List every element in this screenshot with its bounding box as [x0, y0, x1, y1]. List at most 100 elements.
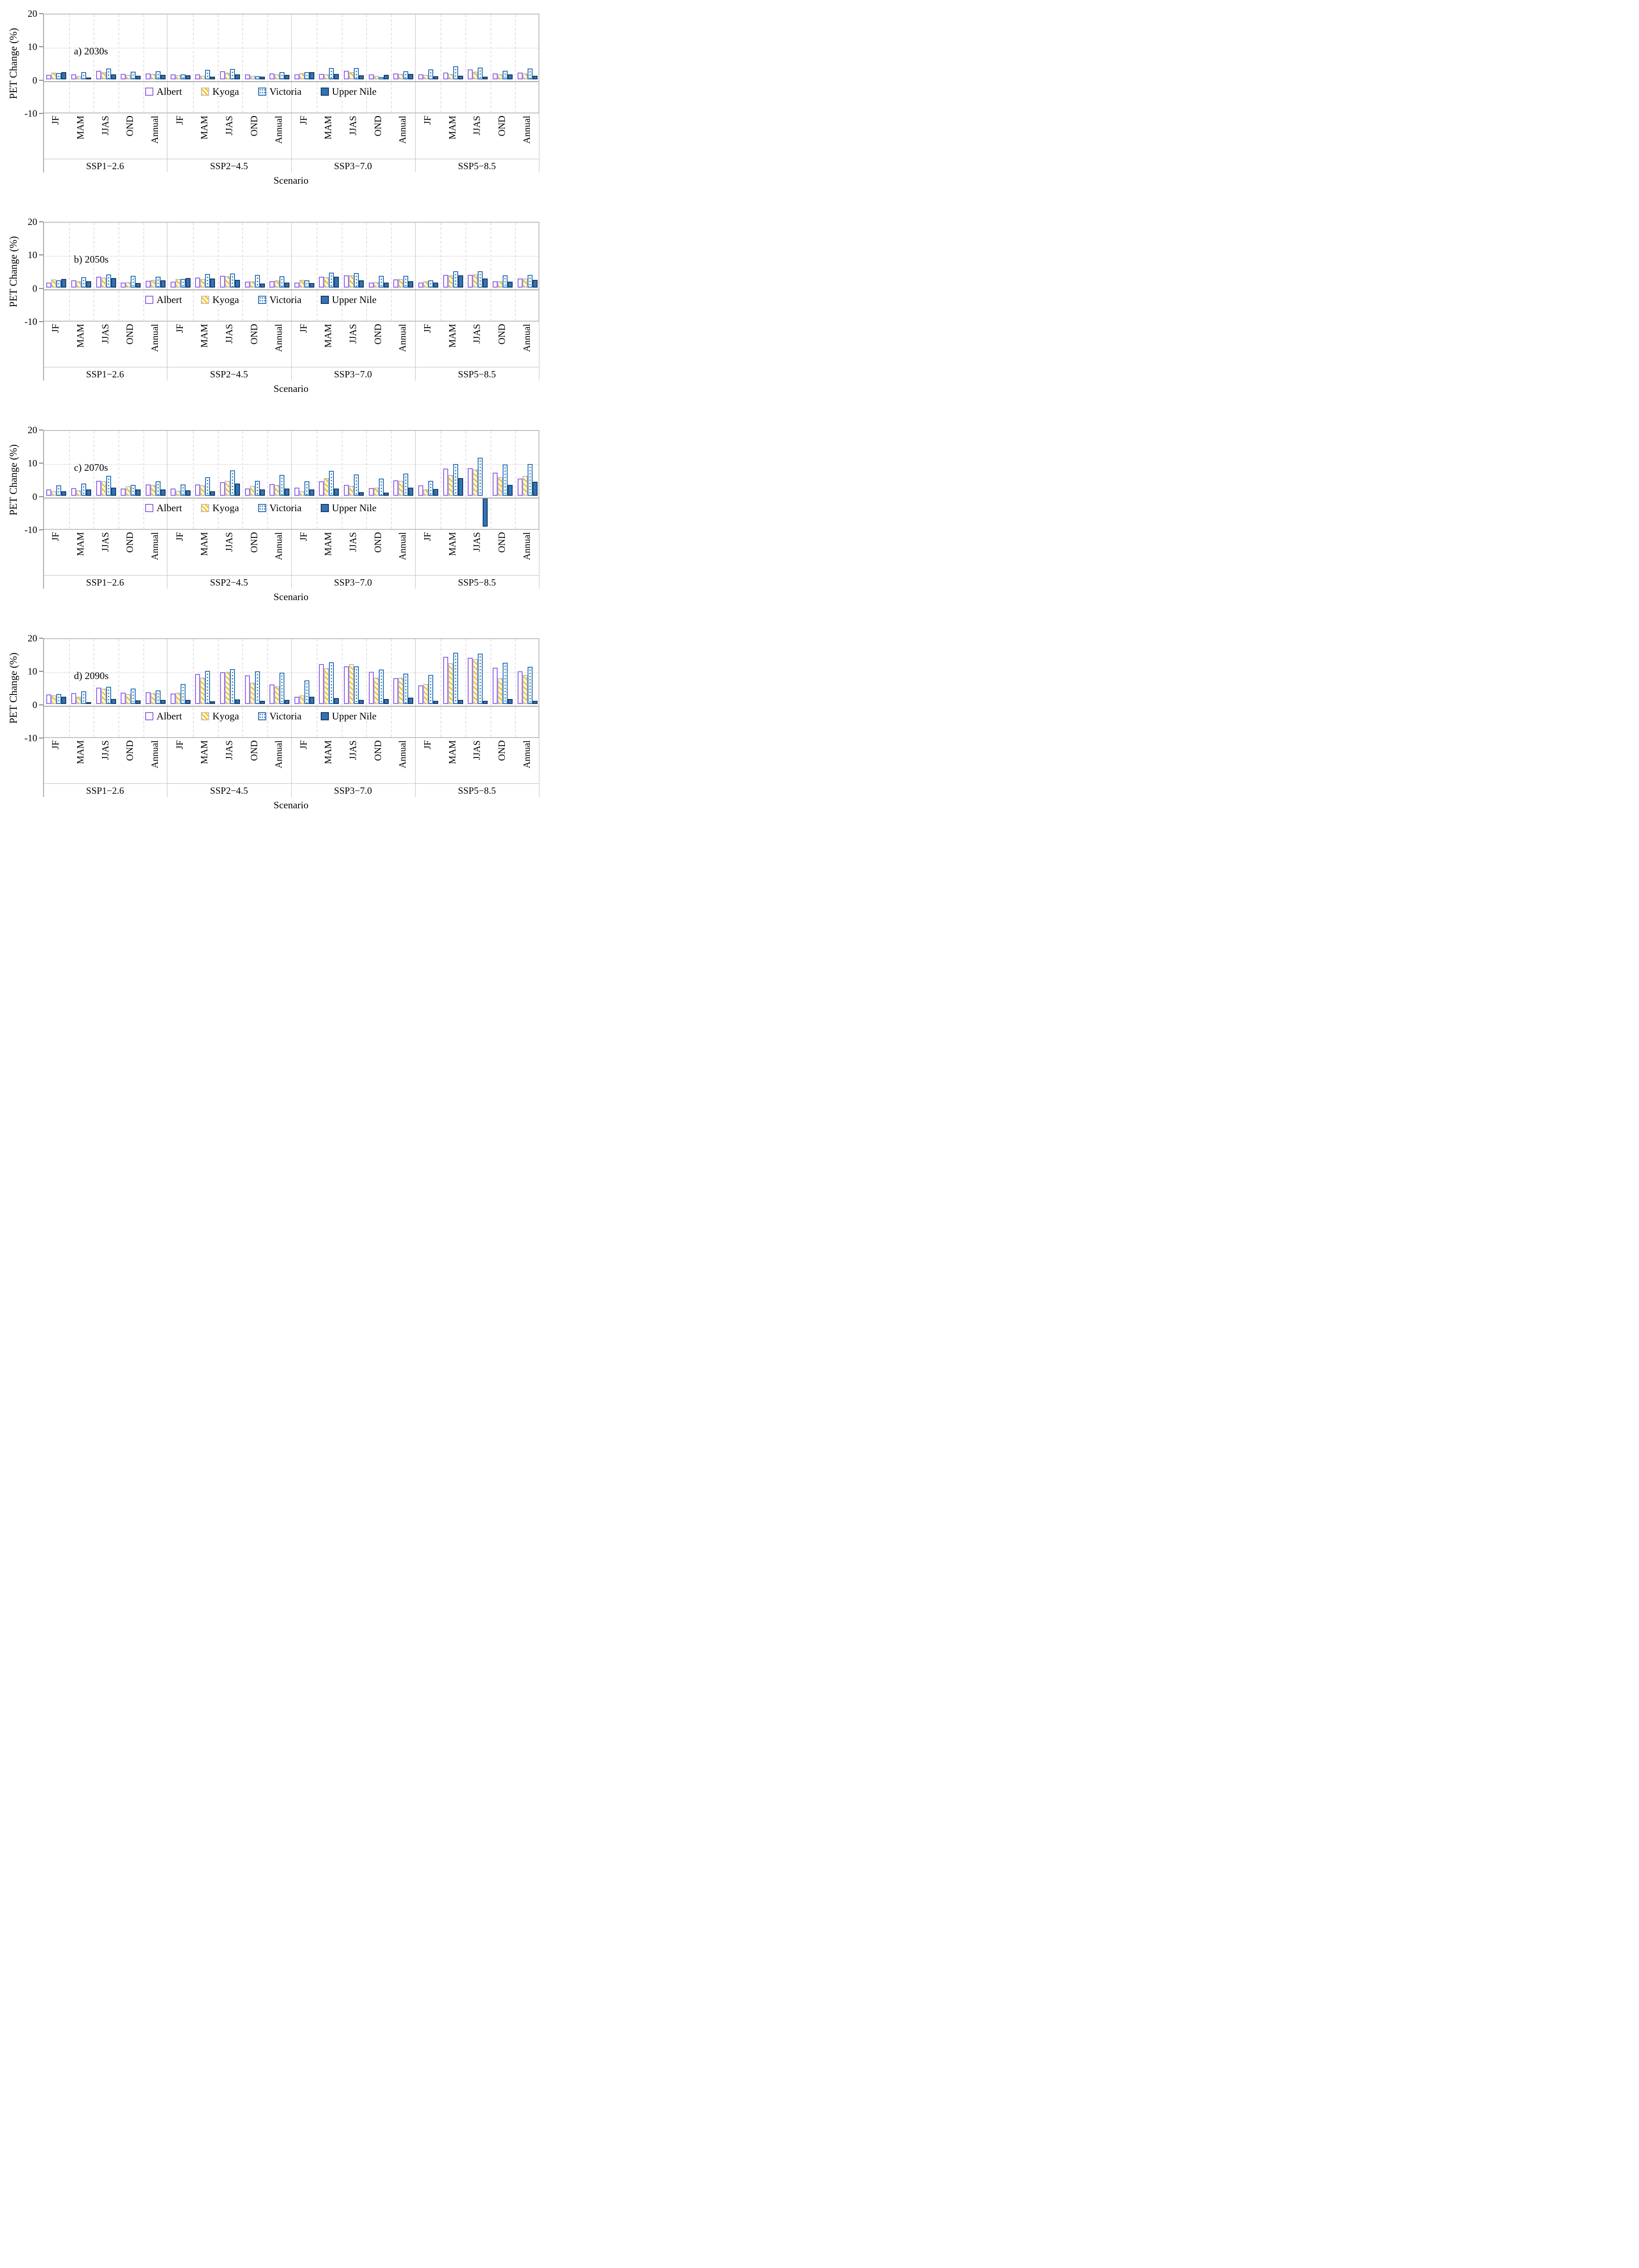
bar-kyoga — [101, 481, 106, 496]
bar-albert — [245, 675, 250, 704]
bar-kyoga — [175, 75, 181, 79]
group-gridline — [68, 223, 70, 321]
bar-uppernile — [111, 74, 116, 79]
legend-label: Victoria — [269, 710, 302, 722]
bar-uppernile — [160, 280, 166, 288]
y-tick-mark — [39, 113, 43, 114]
bar-uppernile — [185, 75, 191, 79]
bar-albert — [294, 696, 299, 704]
bar-kyoga — [522, 73, 528, 79]
bar-uppernile — [160, 75, 166, 79]
season-tick-label: MAM — [323, 116, 334, 140]
group-gridline — [366, 431, 367, 529]
legend-item-victoria: Victoria — [258, 502, 302, 514]
group-gridline — [391, 223, 392, 321]
season-tick-label: JF — [174, 740, 185, 749]
season-tick-label: Annual — [149, 532, 160, 560]
season-tick-label: JJAS — [347, 532, 359, 552]
season-tick-label: JJAS — [347, 116, 359, 136]
season-tick-label: MAM — [323, 532, 334, 556]
season-tick-label: JJAS — [347, 740, 359, 760]
bar-kyoga — [274, 485, 280, 496]
season-tick-label: OND — [124, 532, 136, 553]
group-gridline — [465, 639, 467, 737]
legend-item-victoria: Victoria — [258, 710, 302, 722]
bar-victoria — [81, 484, 86, 496]
group-gridline — [465, 15, 467, 112]
bar-victoria — [254, 481, 260, 496]
bar-uppernile — [309, 489, 314, 496]
bar-victoria — [403, 473, 409, 496]
bar-kyoga — [349, 72, 354, 79]
bar-albert — [344, 485, 349, 496]
uppernile-swatch-icon — [320, 503, 329, 512]
bar-albert — [195, 674, 201, 704]
group-gridline — [366, 639, 367, 737]
bar-uppernile — [334, 73, 339, 79]
bar-victoria — [205, 671, 210, 704]
legend-label: Albert — [157, 85, 182, 97]
victoria-swatch-icon — [258, 87, 266, 96]
bar-kyoga — [473, 71, 478, 79]
scenario-group-label: SSP1−2.6 — [86, 785, 124, 796]
bar-kyoga — [175, 490, 181, 496]
group-gridline — [217, 223, 219, 321]
y-tick-label: -10 — [24, 733, 37, 743]
season-tick-label: JF — [298, 116, 309, 125]
scenario-group-label: SSP3−7.0 — [334, 161, 372, 171]
victoria-swatch-icon — [258, 295, 266, 304]
bar-albert — [220, 71, 225, 79]
legend-label: Albert — [157, 293, 182, 305]
season-tick-label: JF — [422, 324, 433, 333]
bar-uppernile — [532, 76, 538, 79]
bar-victoria — [279, 72, 285, 79]
panel-c: PET Change (%) 20 10 0 -10 c) 2070s Albert Kyog… — [0, 416, 546, 625]
uppernile-swatch-icon — [320, 295, 329, 304]
y-tick-mark — [39, 254, 43, 256]
bar-victoria — [131, 688, 136, 704]
bar-kyoga — [76, 696, 81, 704]
bar-albert — [71, 280, 76, 288]
legend-item-albert: Albert — [145, 502, 182, 514]
bar-albert — [344, 666, 349, 704]
bar-albert — [368, 672, 374, 704]
bar-kyoga — [324, 74, 329, 79]
season-tick-label: OND — [248, 532, 259, 553]
bar-albert — [368, 283, 374, 288]
legend-item-victoria: Victoria — [258, 86, 302, 98]
legend-item-uppernile: Upper Nile — [320, 86, 377, 98]
group-gridline — [490, 15, 491, 112]
albert-swatch-icon — [145, 503, 153, 512]
bar-uppernile — [210, 701, 215, 704]
bar-kyoga — [250, 75, 255, 79]
bar-uppernile — [160, 489, 166, 496]
bar-uppernile — [433, 283, 439, 288]
season-tick-label: JJAS — [223, 532, 235, 552]
season-tick-label: Annual — [521, 532, 532, 560]
legend-label: Albert — [157, 710, 182, 722]
season-tick-label: JJAS — [99, 324, 111, 344]
season-tick-label: JF — [422, 740, 433, 749]
bar-victoria — [180, 74, 186, 79]
scenario-divider — [415, 222, 416, 381]
bar-uppernile — [383, 75, 389, 79]
season-tick-label: Annual — [273, 116, 284, 144]
bar-kyoga — [200, 485, 205, 496]
bar-uppernile — [136, 700, 141, 704]
x-axis-label: Scenario — [274, 591, 308, 602]
group-gridline — [317, 431, 318, 529]
bar-uppernile — [508, 485, 513, 496]
bar-victoria — [453, 66, 458, 79]
bar-albert — [443, 657, 448, 704]
bar-victoria — [205, 70, 210, 79]
bar-victoria — [478, 458, 483, 496]
kyoga-swatch-icon — [201, 503, 210, 512]
scenario-divider — [291, 430, 292, 589]
bar-albert — [393, 678, 399, 704]
bar-kyoga — [299, 695, 304, 704]
bar-kyoga — [398, 480, 404, 496]
bar-uppernile — [111, 699, 116, 704]
bar-victoria — [254, 76, 260, 79]
victoria-swatch-icon — [258, 712, 266, 720]
group-gridline — [192, 431, 194, 529]
